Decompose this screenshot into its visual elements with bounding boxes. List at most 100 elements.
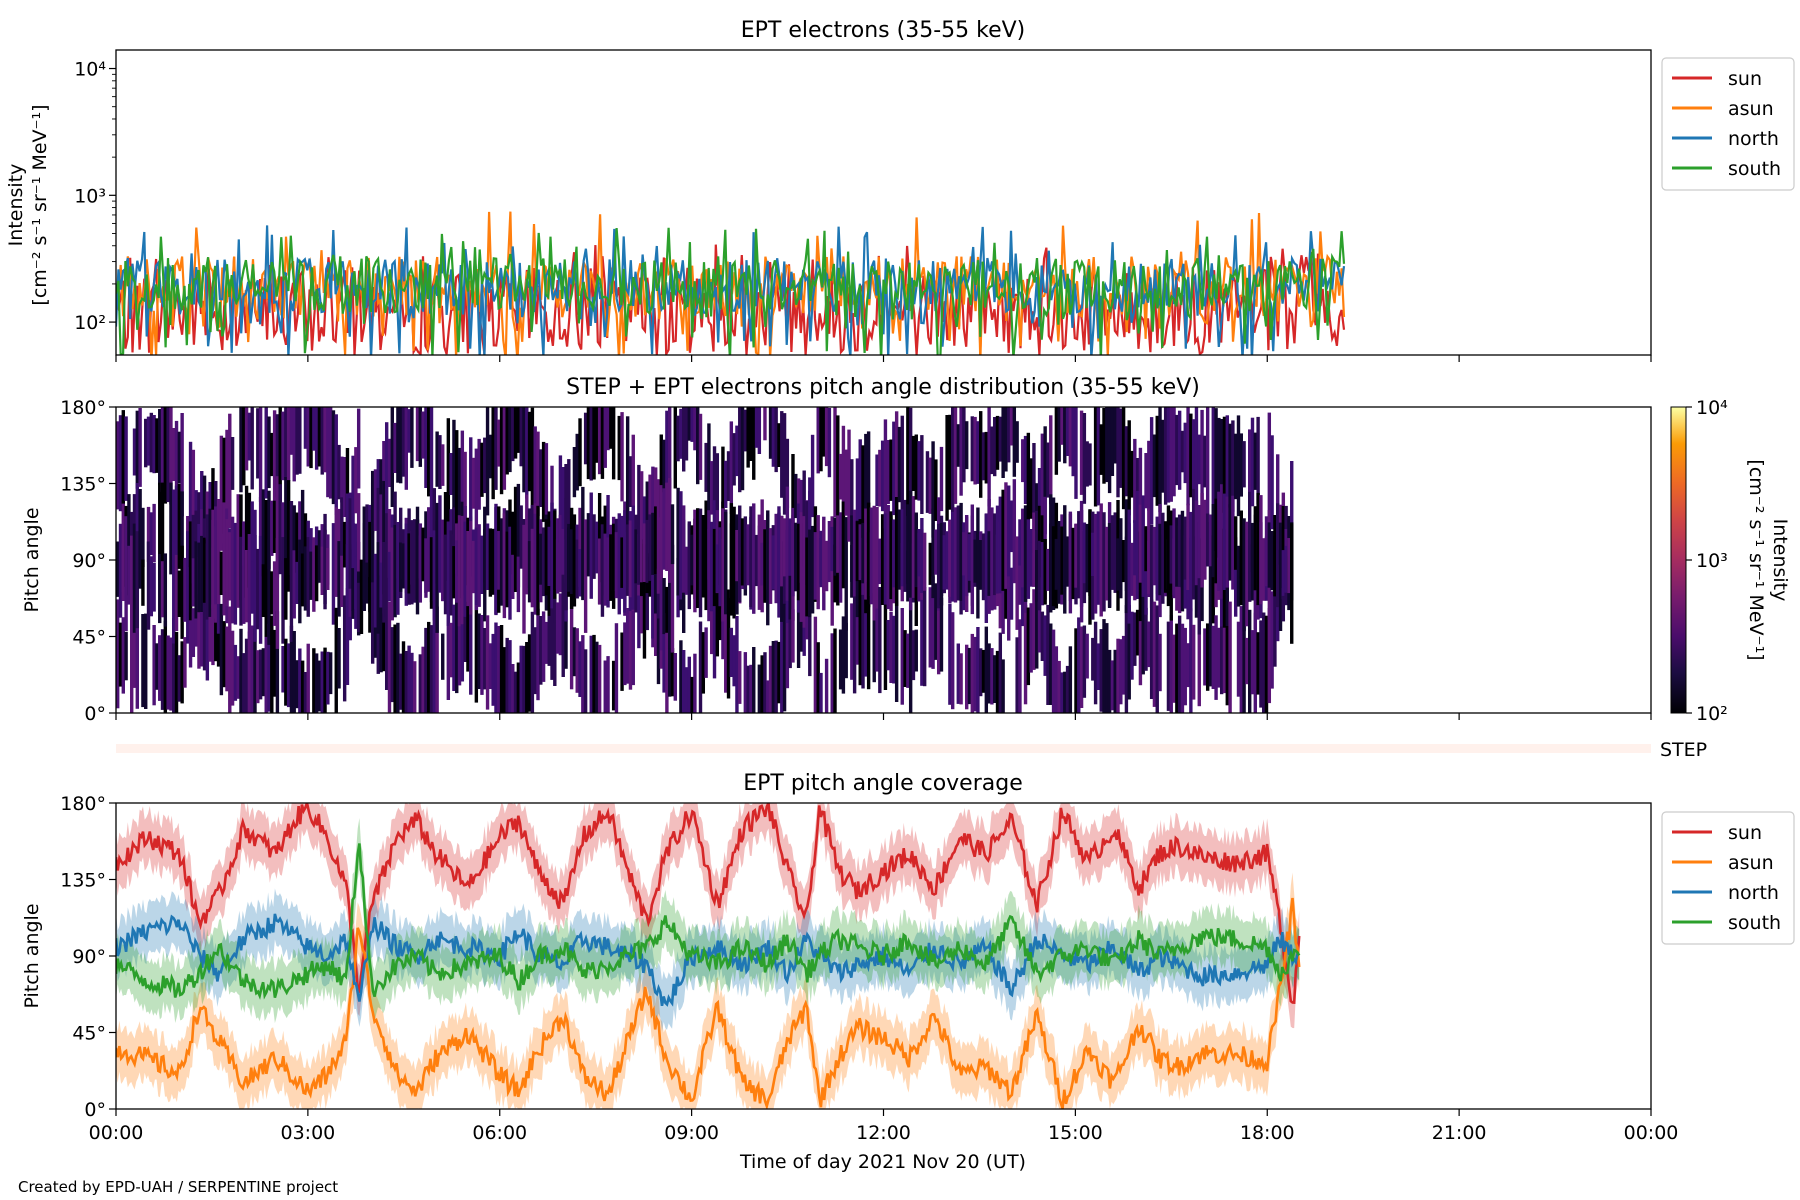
pad-cell-669	[651, 512, 655, 575]
pad-cell-850	[796, 584, 801, 668]
pad-cell-1253	[1130, 450, 1134, 498]
pad-cell-5	[118, 523, 123, 618]
pad-cell-449	[474, 527, 479, 605]
panel3-ytick-label-4: 180°	[60, 793, 106, 815]
pad-cell-334	[387, 438, 392, 487]
pad-cell-1148	[1043, 539, 1047, 605]
pad-cell-185	[267, 416, 271, 489]
pad-cell-1318	[1180, 430, 1185, 473]
pad-cell-65	[172, 541, 176, 644]
pad-cell-685	[665, 410, 669, 504]
pad-cell-797	[754, 534, 759, 587]
panel2-ytick-label-0: 0°	[84, 703, 106, 725]
pad-cell-187	[267, 490, 271, 569]
pad-cell-1419	[1262, 612, 1266, 713]
pad-cell-262	[326, 407, 330, 498]
pad-cell-464	[488, 643, 493, 689]
pad-cell-495	[511, 511, 515, 575]
pad-cell-357	[401, 543, 406, 589]
pad-cell-674	[656, 584, 661, 685]
pad-cell-815	[771, 407, 776, 467]
pad-cell-416	[452, 419, 456, 535]
pad-cell-1348	[1203, 628, 1207, 686]
pad-cell-203	[281, 411, 285, 481]
pad-cell-188	[267, 539, 271, 645]
pad-cell-506	[519, 505, 523, 569]
pad-cell-31	[141, 559, 145, 606]
pad-cell-388	[427, 507, 431, 592]
pad-cell-1420	[1262, 538, 1266, 601]
pad-cell-345	[393, 524, 397, 618]
pad-cell-114	[211, 468, 215, 548]
pad-cell-1037	[956, 505, 960, 601]
pad-cell-826	[777, 506, 781, 604]
pad-cell-496	[511, 554, 515, 599]
pad-cell-118	[214, 481, 218, 528]
pad-cell-1009	[934, 459, 938, 521]
pad-cell-1	[116, 599, 120, 709]
pad-cell-1061	[976, 627, 980, 713]
panel1-legend: sun asun north south	[1661, 57, 1795, 191]
pad-cell-1130	[1032, 443, 1036, 553]
pad-cell-250	[314, 545, 319, 602]
pad-cell-238	[306, 643, 310, 713]
pad-cell-628	[620, 632, 624, 691]
pad-cell-1112	[1018, 619, 1022, 713]
pad-cell-480	[499, 518, 504, 606]
pad-cell-332	[384, 513, 389, 568]
pad-cell-885	[824, 407, 829, 467]
pad-cell-1317	[1177, 514, 1182, 587]
pad-cell-175	[258, 649, 263, 700]
pad-cell-556	[558, 514, 563, 591]
pad-cell-1380	[1228, 423, 1232, 508]
pad-cell-1409	[1253, 612, 1258, 713]
pad-cell-408	[446, 418, 451, 524]
pad-cell-78	[183, 637, 187, 688]
pad-cell-99	[200, 563, 204, 667]
pad-cell-468	[491, 528, 495, 595]
pad-cell-14	[127, 494, 131, 596]
pad-cell-1375	[1222, 493, 1227, 590]
pad-cell-594	[592, 634, 596, 713]
pad-cell-145	[233, 522, 238, 625]
pad-cell-992	[914, 512, 918, 588]
pad-cell-853	[799, 479, 804, 543]
pad-cell-1322	[1183, 422, 1187, 484]
pad-cell-484	[502, 513, 507, 619]
pad-cell-856	[799, 512, 804, 622]
pad-cell-1132	[1032, 512, 1036, 587]
pad-cell-469	[494, 407, 498, 490]
pad-cell-1135	[1035, 510, 1039, 578]
pad-cell-447	[474, 592, 479, 703]
pad-cell-192	[270, 571, 274, 615]
pad-cell-576	[575, 628, 579, 693]
pad-cell-600	[597, 644, 602, 713]
pad-cell-735	[707, 423, 711, 532]
pad-cell-240	[306, 537, 310, 617]
pad-cell-1104	[1009, 407, 1014, 446]
pad-cell-1373	[1222, 623, 1227, 694]
pad-cell-1274	[1147, 440, 1151, 511]
pad-cell-544	[550, 591, 554, 680]
pad-cell-1447	[1284, 545, 1288, 593]
pad-cell-613	[606, 537, 610, 600]
pad-cell-568	[569, 596, 574, 690]
pad-cell-1089	[995, 505, 1000, 594]
pad-cell-542	[547, 526, 551, 586]
pad-cell-1137	[1037, 468, 1042, 534]
pad-cell-823	[777, 423, 781, 467]
pad-cell-387	[427, 621, 431, 713]
pad-cell-139	[228, 532, 232, 601]
pad-cell-893	[833, 407, 837, 517]
pad-cell-336	[387, 509, 392, 578]
pad-cell-467	[491, 633, 495, 706]
pad-cell-1358	[1211, 535, 1215, 624]
pad-cell-374	[415, 506, 420, 615]
pad-cell-143	[230, 516, 235, 624]
panel3-title: EPT pitch angle coverage	[743, 771, 1023, 796]
pad-cell-1053	[970, 633, 975, 713]
pad-cell-620	[611, 523, 616, 609]
pad-cell-1166	[1057, 521, 1061, 604]
pad-cell-633	[623, 510, 627, 613]
pad-cell-1245	[1124, 426, 1129, 497]
